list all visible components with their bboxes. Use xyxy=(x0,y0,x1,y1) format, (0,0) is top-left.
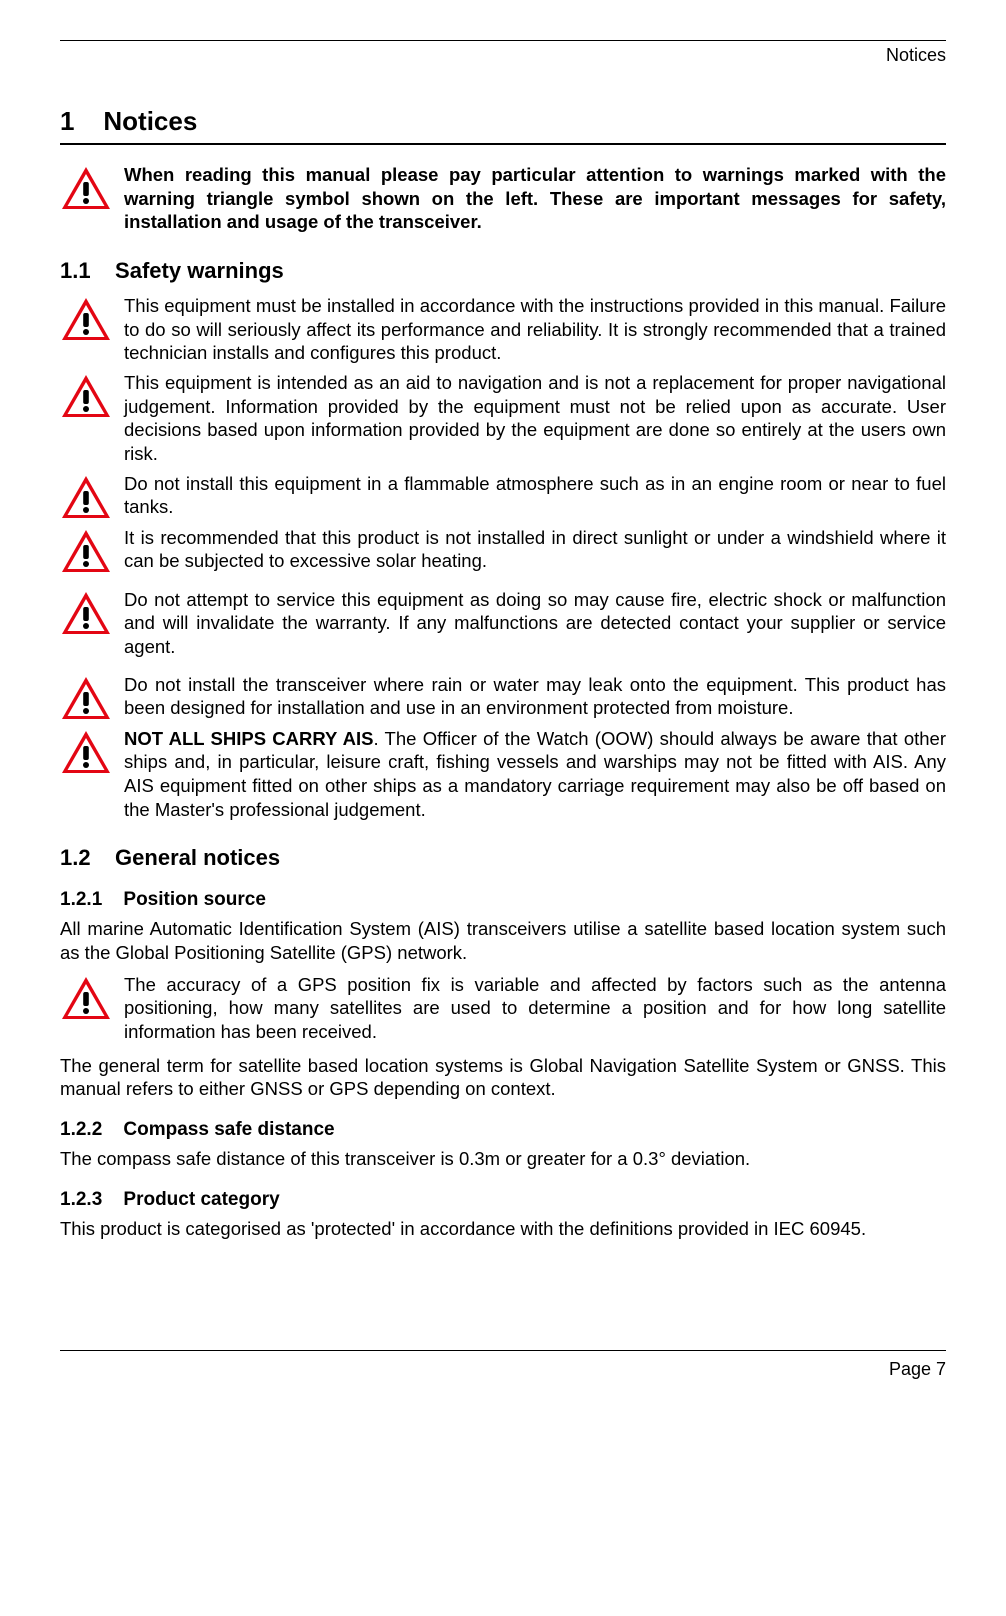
position-warn-row: The accuracy of a GPS position fix is va… xyxy=(60,973,946,1044)
safety-text-6: Do not install the transceiver where rai… xyxy=(124,673,946,720)
compass-p1: The compass safe distance of this transc… xyxy=(60,1147,946,1171)
safety-text-5: Do not attempt to service this equipment… xyxy=(124,588,946,659)
h3-product-num: 1.2.3 xyxy=(60,1189,102,1210)
warning-icon xyxy=(60,294,112,342)
safety-row-5: Do not attempt to service this equipment… xyxy=(60,588,946,659)
h2-general-num: 1.2 xyxy=(60,845,91,870)
safety-text-2: This equipment is intended as an aid to … xyxy=(124,371,946,466)
safety-text-4: It is recommended that this product is n… xyxy=(124,526,946,573)
intro-warning-row: When reading this manual please pay part… xyxy=(60,163,946,234)
h3-position-text: Position source xyxy=(123,889,266,910)
h3-product-text: Product category xyxy=(123,1189,279,1210)
h2-safety: 1.1 Safety warnings xyxy=(60,258,946,284)
warning-icon xyxy=(60,371,112,419)
h3-compass-text: Compass safe distance xyxy=(123,1119,334,1140)
h1-rule xyxy=(60,143,946,145)
safety-row-4: It is recommended that this product is n… xyxy=(60,526,946,574)
safety-row-3: Do not install this equipment in a flamm… xyxy=(60,472,946,520)
warning-icon xyxy=(60,588,112,636)
safety-row-2: This equipment is intended as an aid to … xyxy=(60,371,946,466)
h2-safety-text: Safety warnings xyxy=(115,258,284,283)
warning-icon xyxy=(60,673,112,721)
intro-warning-text: When reading this manual please pay part… xyxy=(124,163,946,234)
safety-text-7: NOT ALL SHIPS CARRY AIS. The Officer of … xyxy=(124,727,946,822)
header-label: Notices xyxy=(60,45,946,66)
warning-icon xyxy=(60,472,112,520)
h3-position-num: 1.2.1 xyxy=(60,889,102,910)
h3-product: 1.2.3 Product category xyxy=(60,1189,946,1211)
h1-number: 1 xyxy=(60,106,74,136)
top-rule xyxy=(60,40,946,41)
warning-icon xyxy=(60,526,112,574)
h1-text: Notices xyxy=(103,106,197,136)
safety-row-7: NOT ALL SHIPS CARRY AIS. The Officer of … xyxy=(60,727,946,822)
safety-row-6: Do not install the transceiver where rai… xyxy=(60,673,946,721)
position-warn-text: The accuracy of a GPS position fix is va… xyxy=(124,973,946,1044)
warning-icon xyxy=(60,163,112,211)
h2-general-text: General notices xyxy=(115,845,280,870)
footer-rule xyxy=(60,1350,946,1351)
position-p1: All marine Automatic Identification Syst… xyxy=(60,917,946,964)
safety-text-3: Do not install this equipment in a flamm… xyxy=(124,472,946,519)
page-number: Page 7 xyxy=(60,1359,946,1380)
safety-text-7-lead: NOT ALL SHIPS CARRY AIS xyxy=(124,728,373,749)
warning-icon xyxy=(60,727,112,775)
h1-notices: 1 Notices xyxy=(60,106,946,137)
position-p2: The general term for satellite based loc… xyxy=(60,1054,946,1101)
h3-compass-num: 1.2.2 xyxy=(60,1119,102,1140)
warning-icon xyxy=(60,973,112,1021)
h2-safety-num: 1.1 xyxy=(60,258,91,283)
safety-row-1: This equipment must be installed in acco… xyxy=(60,294,946,365)
h3-position: 1.2.1 Position source xyxy=(60,889,946,911)
safety-text-1: This equipment must be installed in acco… xyxy=(124,294,946,365)
h2-general: 1.2 General notices xyxy=(60,845,946,871)
product-p1: This product is categorised as 'protecte… xyxy=(60,1217,946,1241)
h3-compass: 1.2.2 Compass safe distance xyxy=(60,1119,946,1141)
